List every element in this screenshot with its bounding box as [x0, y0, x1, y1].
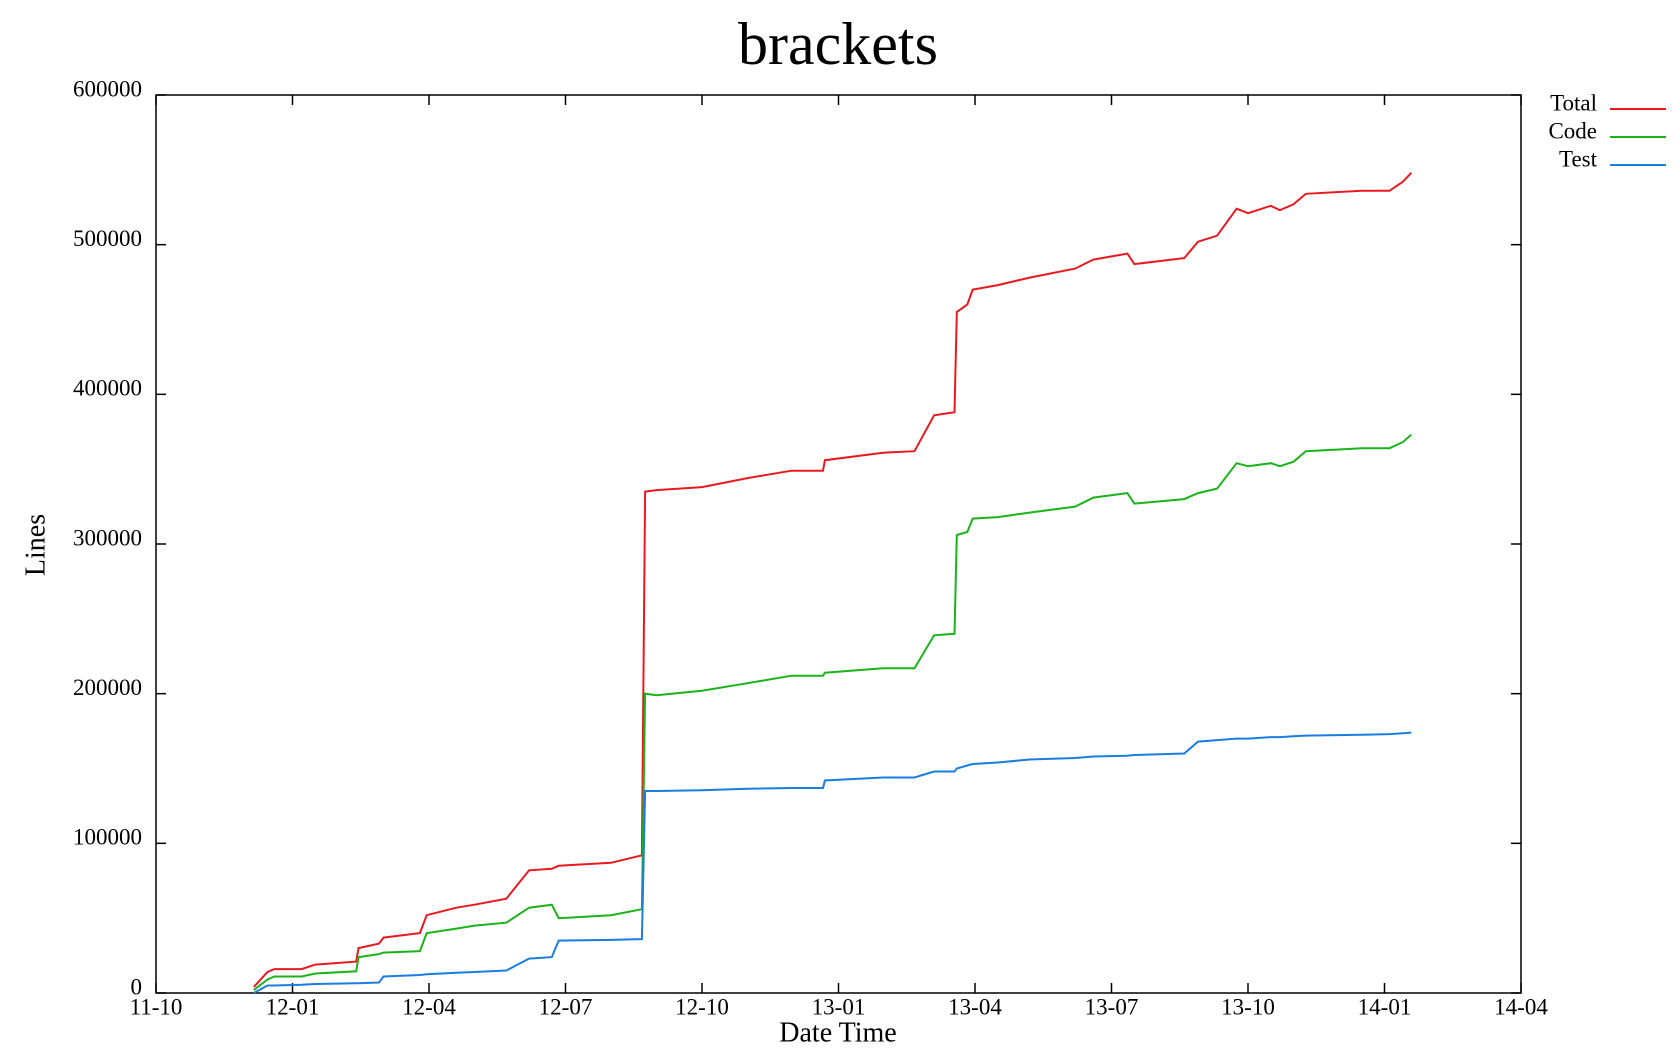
chart-title: brackets	[738, 11, 938, 77]
x-tick-label: 12-07	[539, 994, 593, 1019]
x-tick-label: 11-10	[130, 994, 183, 1019]
x-tick-label: 12-01	[266, 994, 320, 1019]
x-tick-label: 13-07	[1085, 994, 1139, 1019]
plot-frame	[155, 94, 1522, 994]
x-axis-label: Date Time	[779, 1017, 896, 1048]
legend-label: Code	[1548, 118, 1597, 143]
legend-label: Test	[1559, 146, 1598, 171]
legend-label: Total	[1550, 90, 1597, 115]
x-tick-label: 12-04	[402, 994, 456, 1019]
x-tick-label: 12-10	[675, 994, 729, 1019]
y-tick-label: 300000	[73, 525, 142, 550]
y-tick-label: 400000	[73, 376, 142, 401]
y-tick-label: 0	[131, 974, 143, 999]
x-tick-label: 13-10	[1221, 994, 1275, 1019]
x-tick-label: 14-01	[1358, 994, 1412, 1019]
x-tick-label: 14-04	[1494, 994, 1548, 1019]
y-tick-label: 200000	[73, 675, 142, 700]
series-line	[253, 433, 1412, 991]
series-line	[253, 731, 1412, 994]
y-tick-label: 500000	[73, 226, 142, 251]
x-tick-label: 13-01	[812, 994, 866, 1019]
x-tick-label: 13-04	[948, 994, 1002, 1019]
y-tick-label: 100000	[73, 825, 142, 850]
series-line	[253, 172, 1413, 988]
y-tick-label: 600000	[73, 76, 142, 101]
y-axis-label: Lines	[20, 514, 51, 576]
